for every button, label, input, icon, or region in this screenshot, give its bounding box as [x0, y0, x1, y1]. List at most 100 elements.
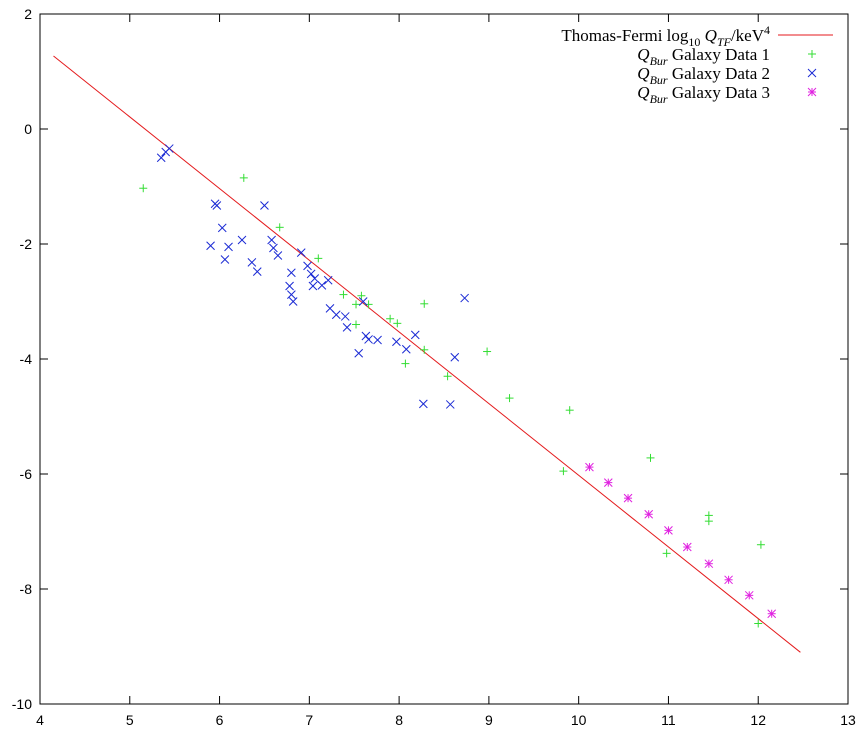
- data-point: [724, 575, 733, 585]
- data-point: [744, 590, 754, 600]
- data-point: [401, 344, 411, 354]
- data-point: [756, 540, 765, 549]
- data-point: [559, 467, 568, 476]
- data-point: [287, 268, 296, 278]
- data-point: [164, 144, 174, 153]
- data-point: [220, 255, 230, 264]
- data-point: [807, 87, 817, 97]
- data-point: [585, 462, 594, 472]
- data-point: [303, 261, 312, 271]
- x-tick-label: 11: [661, 712, 676, 728]
- data-point: [217, 223, 227, 233]
- data-point: [331, 310, 341, 320]
- legend-entry: QBur Galaxy Data 1: [637, 45, 816, 68]
- axis-ticks: [40, 14, 848, 704]
- data-point: [323, 275, 333, 285]
- data-point: [420, 299, 429, 308]
- legend-entry: Thomas-Fermi log10 QTF/keV4: [561, 23, 833, 49]
- data-point: [373, 335, 382, 345]
- data-point: [156, 153, 166, 163]
- data-point: [664, 525, 673, 535]
- data-point: [352, 300, 361, 309]
- data-point: [505, 394, 514, 403]
- data-point: [224, 242, 233, 252]
- data-point: [682, 542, 692, 552]
- data-point: [450, 352, 460, 362]
- data-point: [239, 173, 248, 182]
- data-point: [342, 323, 352, 332]
- data-point: [314, 254, 323, 263]
- data-point: [317, 281, 327, 290]
- data-point: [247, 258, 257, 267]
- x-tick-label: 6: [216, 712, 224, 728]
- data-point: [352, 320, 361, 329]
- data-point: [644, 509, 654, 519]
- legend-entry: QBur Galaxy Data 2: [637, 64, 817, 87]
- legend-label: QBur Galaxy Data 2: [637, 64, 770, 87]
- data-point: [418, 399, 428, 409]
- data-point: [662, 549, 671, 558]
- data-point: [386, 314, 395, 323]
- plot-frame: [39, 13, 849, 705]
- data-point: [340, 312, 350, 321]
- data-point: [260, 201, 269, 210]
- x-tick-label: 9: [485, 712, 493, 728]
- series-3: [156, 144, 470, 409]
- data-point: [287, 290, 296, 299]
- data-point: [808, 50, 816, 58]
- data-point: [393, 319, 402, 328]
- data-point: [275, 223, 284, 232]
- data-point: [420, 345, 429, 354]
- legend-label: QBur Galaxy Data 1: [637, 45, 770, 68]
- data-point: [358, 297, 368, 306]
- data-point: [252, 267, 262, 276]
- data-point: [206, 241, 215, 251]
- data-point: [401, 359, 410, 368]
- data-point: [445, 400, 455, 409]
- data-point: [357, 291, 366, 300]
- data-point: [443, 372, 452, 381]
- data-point: [285, 281, 294, 291]
- data-point: [139, 184, 148, 193]
- fit-line: [53, 55, 801, 653]
- data-point: [807, 68, 817, 78]
- data-point: [308, 281, 318, 291]
- axis-tick-labels: 4 5 6 7 8 9 10 11 12 13 2 0 -2 -4 -6 -8 -10: [12, 6, 856, 728]
- data-point: [310, 274, 320, 283]
- data-point: [754, 619, 763, 628]
- data-point: [704, 559, 714, 569]
- y-tick-label: -6: [20, 466, 33, 482]
- data-point: [237, 235, 247, 245]
- data-point: [483, 347, 492, 356]
- data-point: [267, 235, 276, 245]
- data-point: [392, 337, 401, 347]
- data-point: [273, 251, 283, 260]
- data-point: [704, 517, 713, 526]
- data-point: [603, 478, 613, 487]
- series-4: [585, 462, 777, 619]
- x-tick-label: 13: [840, 712, 856, 728]
- x-tick-label: 4: [36, 712, 44, 728]
- y-tick-label: -2: [20, 236, 33, 252]
- series-2: [139, 173, 765, 628]
- series-layer: [53, 55, 801, 653]
- data-point: [565, 406, 574, 415]
- data-point: [339, 290, 348, 299]
- series-1: [53, 55, 801, 653]
- data-point: [623, 493, 633, 503]
- y-tick-label: -10: [12, 696, 32, 712]
- data-point: [306, 269, 316, 279]
- legend-entry: QBur Galaxy Data 3: [637, 83, 817, 106]
- x-tick-label: 10: [571, 712, 587, 728]
- data-point: [364, 335, 373, 344]
- data-point: [354, 348, 364, 358]
- x-tick-label: 12: [750, 712, 766, 728]
- y-tick-label: -8: [20, 581, 33, 597]
- data-point: [361, 331, 371, 341]
- legend-label: QBur Galaxy Data 3: [637, 83, 770, 106]
- data-point: [410, 330, 420, 340]
- data-point: [288, 297, 298, 306]
- data-point: [460, 293, 470, 303]
